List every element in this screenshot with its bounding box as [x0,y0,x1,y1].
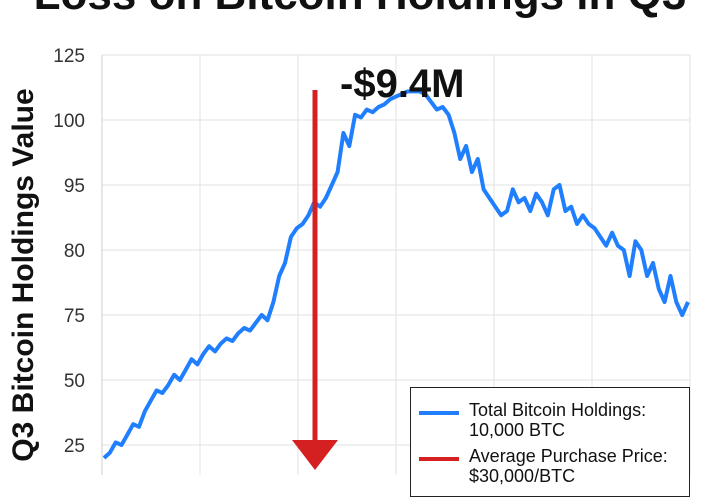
loss-annotation: -$9.4M [340,62,465,106]
legend-swatch-blue [419,411,459,415]
chart-title: Loss on Bitcoin Holdings in Q3 [0,0,720,20]
y-tick-label: 95 [64,176,85,197]
legend-label-purchase-price: Average Purchase Price: $30,000/BTC [469,446,668,486]
legend-label-holdings: Total Bitcoin Holdings: 10,000 BTC [469,400,647,440]
legend-item-purchase-price: Average Purchase Price: $30,000/BTC [419,446,679,486]
y-tick-label: 100 [53,111,85,132]
legend-item-holdings: Total Bitcoin Holdings: 10,000 BTC [419,400,679,440]
y-tick-label: 50 [64,371,85,392]
legend: Total Bitcoin Holdings: 10,000 BTC Avera… [410,387,690,497]
y-tick-label: 80 [64,241,85,262]
y-tick-label: 25 [64,436,85,457]
y-tick-label: 75 [64,306,85,327]
legend-swatch-red [419,457,459,461]
series-line-holdings [102,89,690,460]
y-tick-label: 125 [53,46,85,67]
drop-arrow-head [292,440,338,470]
